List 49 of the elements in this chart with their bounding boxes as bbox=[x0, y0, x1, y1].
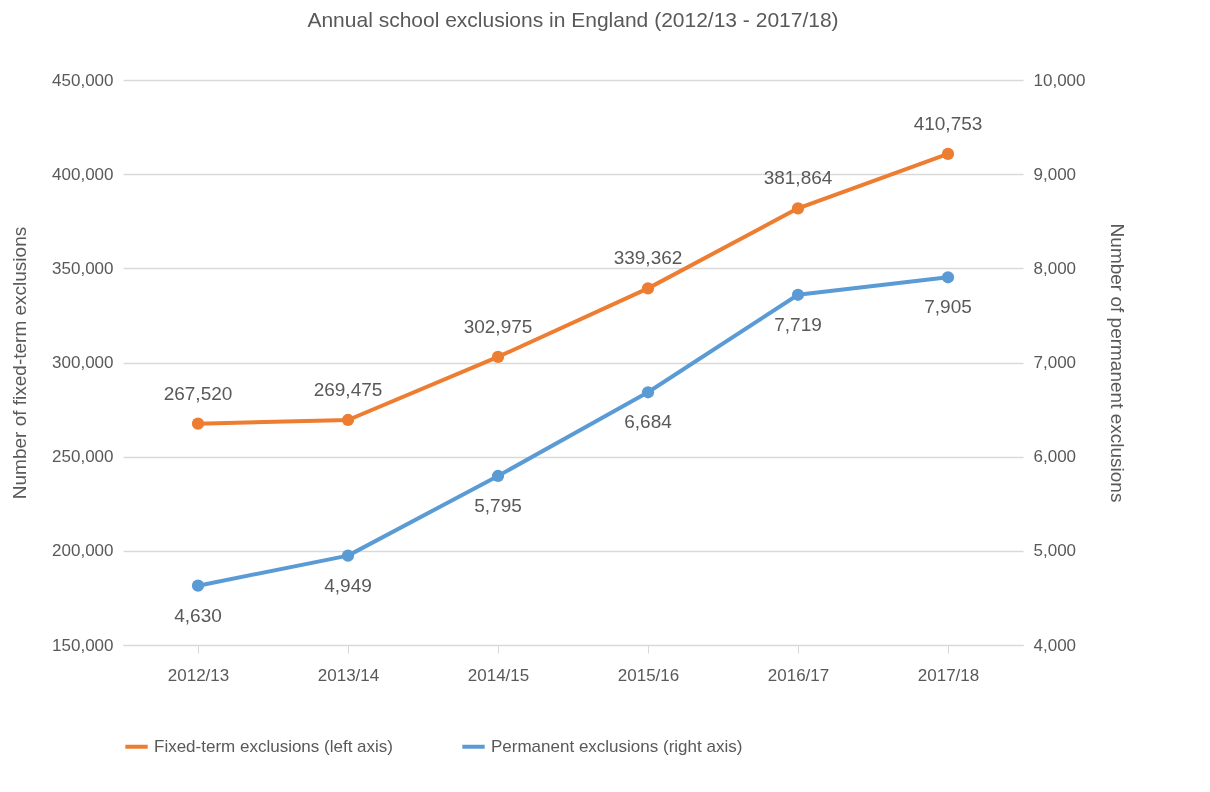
point bbox=[341, 413, 355, 427]
y2-tick-label: 9,000 bbox=[1033, 164, 1077, 184]
y-tick-label: 150,000 bbox=[52, 635, 114, 655]
y-tick-label: 250,000 bbox=[52, 447, 114, 467]
x-tick-label: 2017/18 bbox=[917, 665, 980, 685]
x-tick-label: 2013/14 bbox=[317, 665, 380, 685]
x-tick-label: 2016/17 bbox=[767, 665, 830, 685]
y2-tick-label: 8,000 bbox=[1033, 258, 1077, 278]
data-label: 410,753 bbox=[913, 112, 983, 134]
y-tick-label: 400,000 bbox=[52, 164, 114, 184]
y2-tick-label: 4,000 bbox=[1033, 635, 1077, 655]
chart-title: Annual school exclusions in England (2012/13 - 2017/18) bbox=[307, 8, 839, 31]
data-label: 7,905 bbox=[924, 296, 972, 318]
point bbox=[341, 549, 355, 562]
data-label: 302,975 bbox=[463, 315, 533, 337]
data-label: 4,949 bbox=[324, 574, 372, 596]
x-tick-label: 2015/16 bbox=[617, 665, 680, 685]
point bbox=[941, 271, 955, 284]
data-label: 269,475 bbox=[313, 378, 383, 400]
point bbox=[941, 147, 955, 161]
point bbox=[491, 469, 505, 483]
y2-tick-label: 5,000 bbox=[1033, 541, 1077, 561]
data-label: 7,719 bbox=[774, 313, 822, 335]
legend-label: Fixed-term exclusions (left axis) bbox=[154, 736, 394, 756]
point bbox=[791, 202, 805, 215]
y-tick-label: 300,000 bbox=[52, 353, 114, 372]
x-tick-label: 2014/15 bbox=[467, 665, 530, 685]
data-label: 6,684 bbox=[624, 411, 673, 433]
legend-label: Permanent exclusions (right axis) bbox=[491, 736, 743, 756]
x-tick-label: 2012/13 bbox=[167, 665, 230, 685]
y2-tick-label: 6,000 bbox=[1033, 447, 1077, 467]
y-axis-title: Number of fixed-term exclusions bbox=[9, 226, 31, 500]
data-label: 5,795 bbox=[474, 494, 522, 516]
y-tick-label: 200,000 bbox=[52, 541, 114, 561]
y2-axis-title: Number of permanent exclusions bbox=[1107, 223, 1129, 503]
y-tick-label: 350,000 bbox=[52, 258, 114, 278]
point bbox=[191, 579, 205, 592]
y2-tick-label: 7,000 bbox=[1033, 353, 1077, 372]
point bbox=[641, 282, 655, 295]
point bbox=[491, 350, 505, 364]
y2-tick-label: 10,000 bbox=[1033, 70, 1086, 90]
y-tick-label: 450,000 bbox=[52, 70, 114, 90]
data-label: 381,864 bbox=[763, 167, 833, 189]
data-label: 4,630 bbox=[174, 604, 222, 626]
data-label: 267,520 bbox=[163, 382, 233, 404]
point bbox=[641, 386, 655, 399]
data-label: 339,362 bbox=[613, 247, 683, 269]
point bbox=[191, 417, 205, 430]
point bbox=[791, 288, 805, 301]
